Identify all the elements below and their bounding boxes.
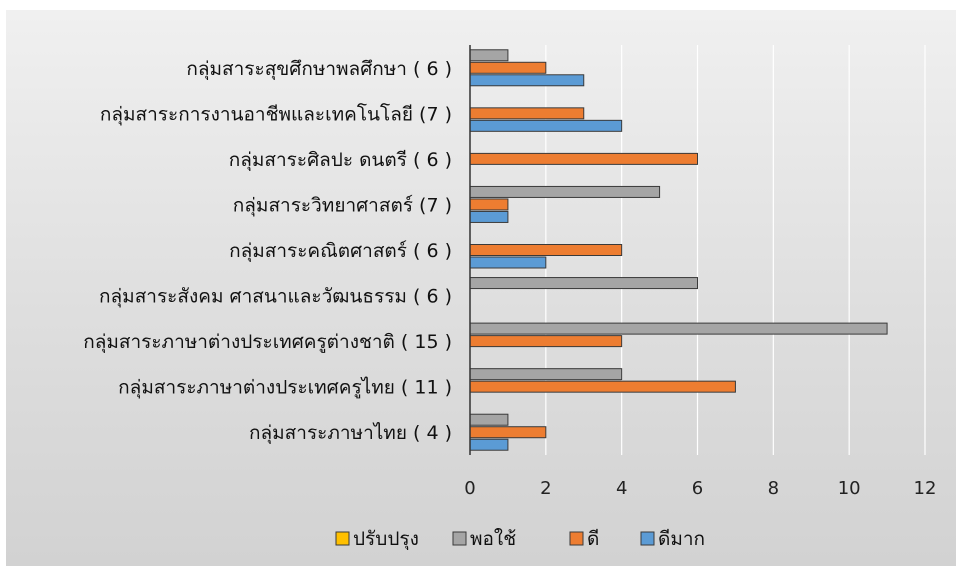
bar bbox=[469, 185, 661, 198]
bar bbox=[469, 119, 623, 132]
x-tick-label: 2 bbox=[540, 478, 551, 499]
legend-label: ปรับปรุง bbox=[353, 528, 419, 551]
legend-swatch bbox=[569, 531, 584, 546]
x-tick-label: 6 bbox=[692, 478, 703, 499]
bar bbox=[469, 335, 623, 348]
category-label: กลุ่มสาระภาษาต่างประเทศครูต่างชาติ ( 15 … bbox=[83, 331, 452, 354]
legend: ปรับปรุง พอใช้ ดี ดีมาก bbox=[335, 528, 705, 551]
bar bbox=[469, 438, 509, 451]
category-label: กลุ่มสาระภาษาต่างประเทศครูไทย ( 11 ) bbox=[118, 377, 452, 400]
legend-item: ปรับปรุง bbox=[335, 528, 419, 551]
legend-label: ดี bbox=[587, 528, 599, 550]
bar bbox=[469, 198, 509, 211]
bar bbox=[469, 244, 623, 256]
category-labels: กลุ่มสาระภาษาไทย ( 4 ) กลุ่มสาระภาษาต่างป… bbox=[83, 58, 452, 445]
bar bbox=[469, 49, 509, 62]
legend-swatch bbox=[452, 531, 467, 546]
bars bbox=[469, 49, 888, 451]
category-label: กลุ่มสาระสุขศึกษาพลศึกษา ( 6 ) bbox=[186, 58, 452, 81]
x-tick-labels: 0 2 4 6 8 10 12 bbox=[464, 478, 936, 499]
category-label: กลุ่มสาระการงานอาชีพและเทคโนโลยี (7 ) bbox=[100, 102, 452, 126]
legend-item: ดี bbox=[569, 528, 599, 550]
x-tick-label: 10 bbox=[838, 478, 861, 499]
bar bbox=[469, 368, 623, 381]
x-tick-label: 12 bbox=[914, 478, 937, 499]
bar bbox=[469, 152, 698, 165]
bar bbox=[469, 322, 888, 335]
legend-swatch bbox=[335, 531, 350, 546]
category-label: กลุ่มสาระวิทยาศาสตร์ (7 ) bbox=[233, 194, 452, 217]
legend-item: ดีมาก bbox=[640, 528, 705, 550]
legend-label: พอใช้ bbox=[470, 528, 516, 550]
legend-swatch bbox=[640, 531, 655, 546]
bar bbox=[469, 413, 509, 426]
bar bbox=[469, 74, 585, 87]
category-label: กลุ่มสาระศิลปะ ดนตรี ( 6 ) bbox=[229, 149, 452, 172]
bar bbox=[469, 107, 585, 120]
x-tick-label: 8 bbox=[768, 478, 779, 499]
category-label: กลุ่มสาระภาษาไทย ( 4 ) bbox=[249, 422, 452, 445]
bar bbox=[469, 210, 509, 223]
bar bbox=[469, 256, 547, 269]
legend-item: พอใช้ bbox=[452, 528, 516, 550]
bar bbox=[469, 426, 547, 439]
category-label: กลุ่มสาระสังคม ศาสนาและวัฒนธรรม ( 6 ) bbox=[99, 286, 452, 309]
x-tick-label: 4 bbox=[616, 478, 627, 499]
bar bbox=[469, 61, 547, 74]
bar bbox=[469, 380, 736, 393]
x-tick-label: 0 bbox=[464, 478, 475, 499]
bar bbox=[469, 277, 698, 290]
category-label: กลุ่มสาระคณิตศาสตร์ ( 6 ) bbox=[229, 240, 452, 263]
legend-label: ดีมาก bbox=[658, 528, 705, 550]
